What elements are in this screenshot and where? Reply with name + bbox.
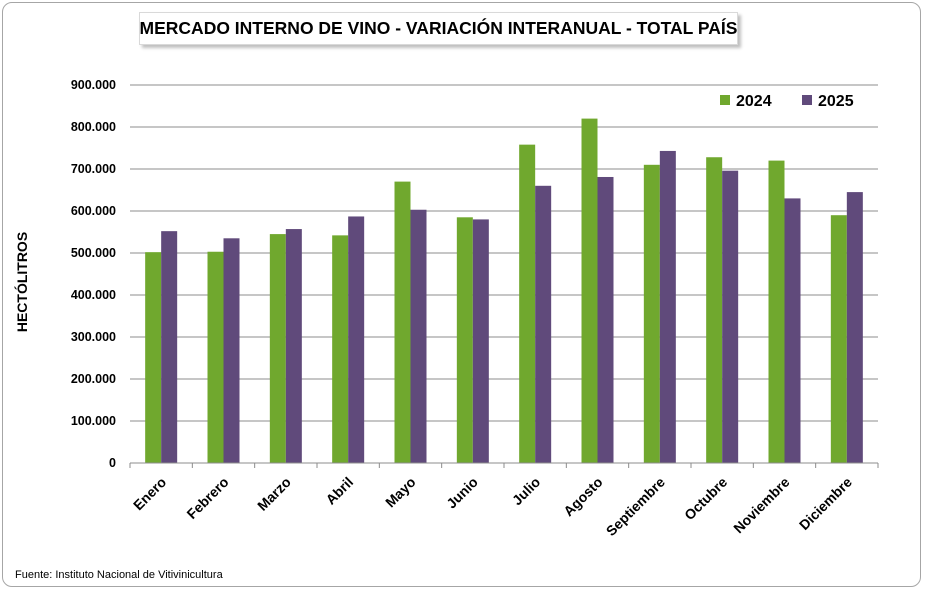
- x-tick-label: Enero: [130, 474, 169, 513]
- x-tick-label: Agosto: [560, 474, 605, 519]
- bar-2025-octubre: [722, 170, 739, 463]
- y-tick-label: 300.000: [71, 330, 116, 344]
- bar-2024-septiembre: [643, 164, 660, 464]
- bar-2025-mayo: [410, 209, 427, 463]
- bar-2024-abril: [332, 235, 349, 463]
- bar-2025-marzo: [285, 229, 302, 463]
- y-tick-label: 800.000: [71, 120, 116, 134]
- x-tick-label: Febrero: [183, 474, 231, 522]
- bar-2025-diciembre: [846, 192, 863, 463]
- y-axis-ticks: 0 100.000 200.000 300.000 400.000 500.000 600.…: [71, 78, 116, 470]
- legend-swatch-2024: [720, 95, 730, 105]
- chart-title: MERCADO INTERNO DE VINO - VARIACIÓN INTE…: [139, 12, 738, 45]
- bar-2025-junio: [472, 219, 489, 463]
- y-tick-label: 500.000: [71, 246, 116, 260]
- bar-2024-noviembre: [768, 160, 785, 463]
- bar-2025-enero: [161, 231, 178, 463]
- x-axis-labels: Enero Febrero Marzo Abril Mayo Junio Julio Agos…: [130, 474, 855, 539]
- bar-2025-noviembre: [784, 198, 801, 463]
- x-tick-label: Mayo: [382, 474, 419, 511]
- x-tick-label: Abril: [322, 474, 356, 508]
- bar-2024-enero: [145, 252, 162, 463]
- bar-2025-septiembre: [659, 150, 676, 463]
- bar-2025-agosto: [597, 176, 614, 464]
- legend-label-2024: 2024: [736, 93, 772, 110]
- y-tick-label: 100.000: [71, 414, 116, 428]
- bar-2024-mayo: [394, 181, 411, 463]
- chart-title-text: MERCADO INTERNO DE VINO - VARIACIÓN INTE…: [139, 18, 738, 38]
- y-tick-label: 200.000: [71, 372, 116, 386]
- bar-2024-agosto: [581, 118, 598, 463]
- x-tick-label: Octubre: [681, 474, 730, 523]
- bar-2025-febrero: [223, 238, 240, 463]
- bar-2024-junio: [456, 217, 473, 463]
- y-tick-label: 700.000: [71, 162, 116, 176]
- x-tick-label: Septiembre: [603, 474, 668, 539]
- y-tick-label: 400.000: [71, 288, 116, 302]
- bar-2024-julio: [519, 144, 536, 463]
- y-tick-label: 0: [109, 456, 116, 470]
- x-axis: [129, 462, 879, 468]
- bar-2024-octubre: [706, 157, 723, 464]
- gridlines: [130, 84, 878, 422]
- y-tick-label: 600.000: [71, 204, 116, 218]
- source-note: Fuente: Instituto Nacional de Vitivinicu…: [15, 569, 223, 581]
- legend-swatch-2025: [802, 95, 812, 105]
- bars: [145, 118, 863, 464]
- x-tick-label: Julio: [509, 474, 543, 508]
- legend: 2024 2025: [720, 93, 854, 110]
- bar-2025-julio: [535, 185, 552, 464]
- x-tick-label: Noviembre: [730, 474, 793, 537]
- x-tick-label: Junio: [443, 474, 481, 512]
- bar-2024-marzo: [269, 234, 286, 463]
- x-tick-label: Marzo: [254, 474, 294, 514]
- bar-2025-abril: [348, 216, 365, 463]
- y-tick-label: 900.000: [71, 78, 116, 92]
- x-tick-label: Diciembre: [796, 474, 855, 533]
- legend-label-2025: 2025: [818, 93, 854, 110]
- bar-2024-diciembre: [830, 215, 847, 463]
- bar-2024-febrero: [207, 251, 224, 463]
